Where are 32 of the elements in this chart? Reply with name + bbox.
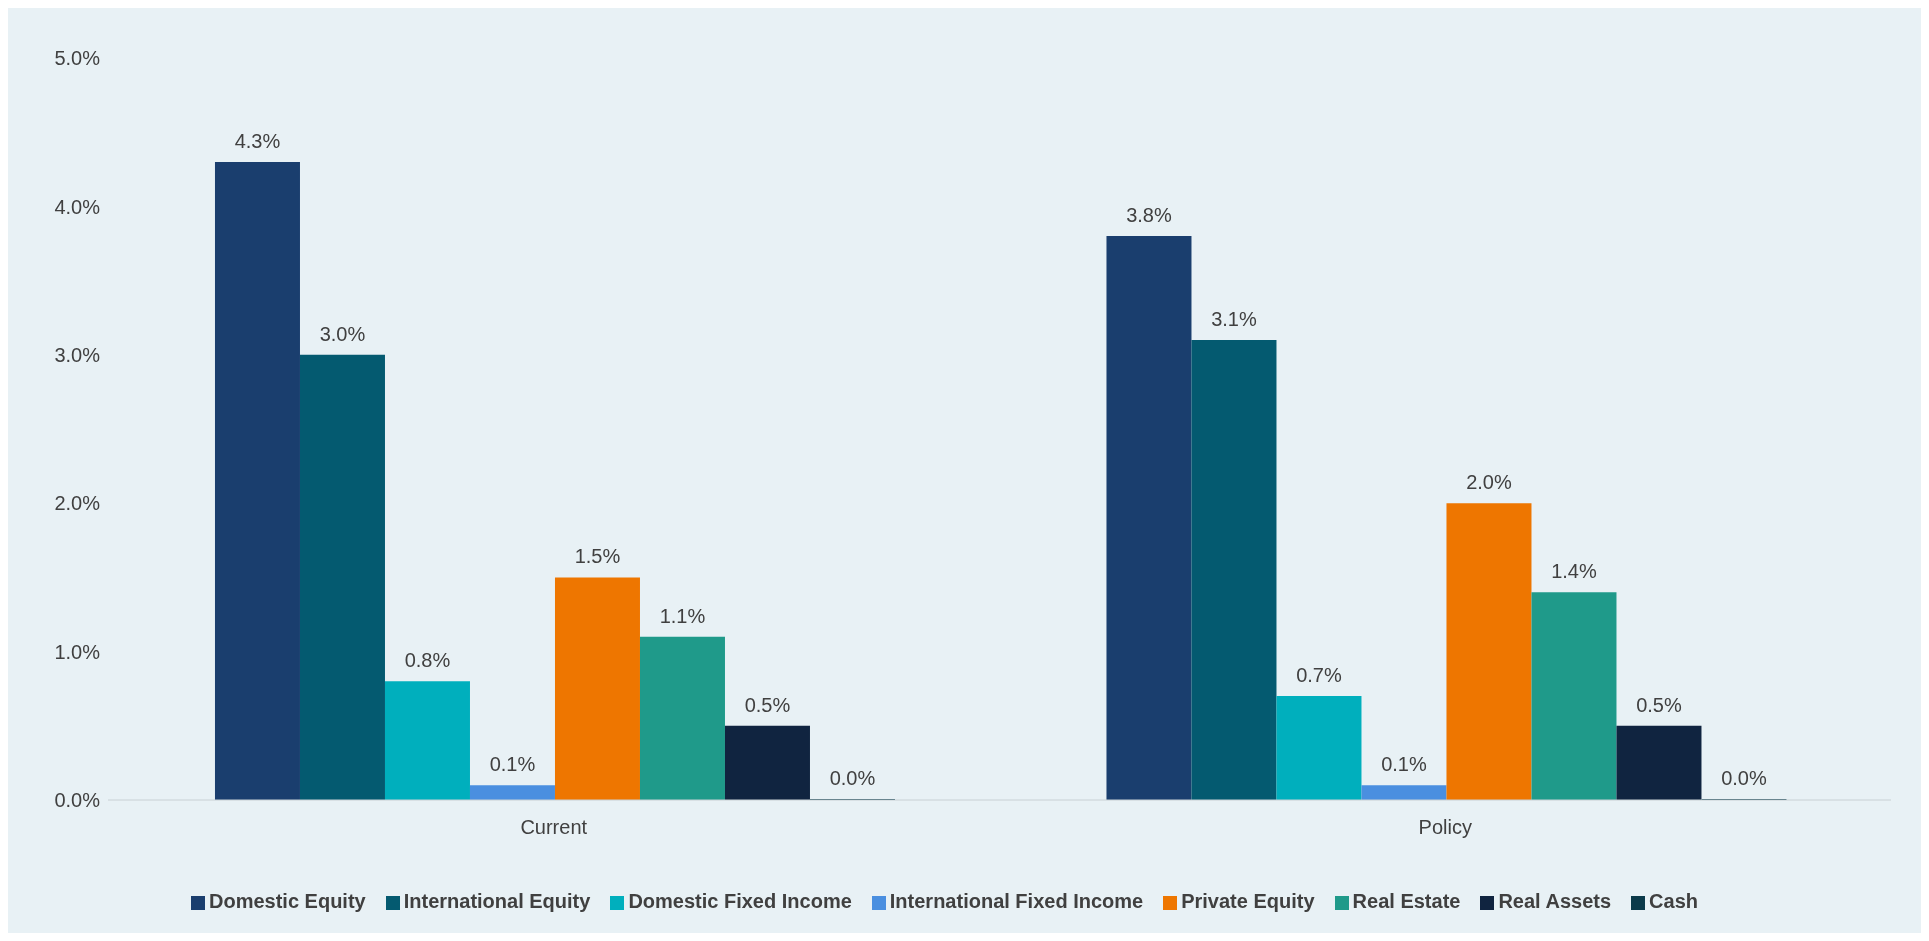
legend-label: Private Equity <box>1181 890 1315 912</box>
y-tick-label: 2.0% <box>54 492 101 515</box>
data-label: 0.0% <box>1721 767 1767 789</box>
legend-label: Real Assets <box>1498 890 1612 912</box>
legend-label: International Equity <box>403 890 591 912</box>
data-label: 3.0% <box>319 322 366 345</box>
data-label: 0.7% <box>1296 664 1342 687</box>
data-label: 1.1% <box>659 604 706 627</box>
legend-label: Domestic Equity <box>209 890 366 912</box>
data-label: 1.4% <box>1551 560 1597 583</box>
data-label: 0.5% <box>1636 693 1682 716</box>
y-tick-label: 1.0% <box>54 640 101 663</box>
data-label: 2.0% <box>1466 471 1512 494</box>
data-label: 0.1% <box>489 753 536 776</box>
y-tick-label: 4.0% <box>54 195 101 218</box>
y-tick-label: 5.0% <box>54 47 101 70</box>
data-label: 3.8% <box>1126 204 1172 227</box>
data-label: 1.5% <box>574 545 621 568</box>
legend-label: Real Estate <box>1352 890 1461 912</box>
data-label: 0.0% <box>829 767 876 789</box>
data-label: 0.5% <box>744 693 791 716</box>
x-tick-label: Policy <box>1418 816 1472 839</box>
data-label: 0.1% <box>1381 753 1427 776</box>
y-tick-label: 3.0% <box>54 343 101 366</box>
y-tick-label: 0.0% <box>54 789 101 812</box>
legend-label: Cash <box>1649 890 1698 912</box>
data-label: 3.1% <box>1211 307 1257 330</box>
data-label: 4.3% <box>234 129 281 152</box>
data-label: 0.8% <box>404 649 451 672</box>
legend-label: International Fixed Income <box>889 890 1144 912</box>
legend-label: Domestic Fixed Income <box>628 890 852 912</box>
x-tick-label: Current <box>520 816 588 839</box>
